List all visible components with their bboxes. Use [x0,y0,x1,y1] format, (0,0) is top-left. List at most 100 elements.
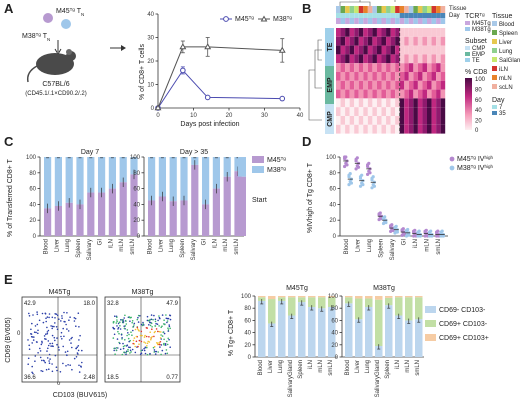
flow-event [145,327,148,329]
flow-event [78,371,81,373]
m45-cell-icon [43,13,53,23]
heat-cell [390,63,396,72]
heat-cell [336,124,341,134]
heat-cell [404,72,409,81]
heat-cell [367,89,373,99]
flow-event [51,327,53,330]
flow-event [133,337,136,339]
heat-cell [340,28,346,37]
heat-cell [395,89,400,99]
flow-event [77,312,80,315]
heat-cell [340,63,346,72]
heat-cell [417,89,423,99]
tissue-annot-cell [431,6,437,13]
panel-c-xtick-label: Liver [54,239,60,252]
flow-event [149,324,152,327]
heat-cell [417,107,423,116]
flow-event [44,313,47,315]
flow-event [54,322,56,324]
tcr-annot-cell [340,18,346,24]
panel-e-ytick-label: 40 [244,331,251,337]
heat-cell [386,72,391,81]
heat-cell [381,116,387,125]
day-annot-cell [413,13,418,18]
flow-event [117,322,120,325]
flow-event [161,335,164,337]
flow-event [127,332,129,334]
heat-cell [399,107,405,116]
heat-cell [345,36,350,46]
flow-event [41,340,43,343]
bar-m45 [202,204,210,236]
day-annot-cell [436,13,441,18]
day-annot-cell [354,13,359,18]
flow-event [165,349,168,351]
tissue-legend-label: Blood [499,22,514,28]
bar-m38 [108,157,116,189]
legend-c-m45: M45Tg [267,156,286,165]
panel-e-ytick-label: 60 [331,318,338,324]
legend-day-35: 35 [499,111,506,117]
flow-event [158,330,161,333]
flow-event [112,327,115,330]
heat-cell [404,36,409,46]
flow-event [129,320,131,323]
flow-event [126,329,129,331]
flow-event [148,336,150,338]
flow-event [137,316,139,319]
flow-event [51,345,54,347]
heat-cell [386,116,391,125]
tcr-annot-cell [399,18,405,24]
scatter-point-m38 [407,233,411,237]
bar-m45 [54,205,62,236]
heat-cell [395,80,400,90]
bar-cd69pos-cd103pos [375,296,383,300]
flow-event [168,325,171,328]
flow-event [129,352,131,354]
panel-a-ylabel: % of CD8+ T cells [139,44,146,100]
scatter-point-m38 [358,184,363,188]
scatter-point-m38 [381,216,386,220]
flow-y-zero: 0 [17,331,21,337]
tissue-annot-cell [440,6,446,13]
flow-event [167,317,170,320]
heat-cell [367,28,373,37]
heat-cell [372,80,377,90]
heat-cell [408,98,414,108]
flow-event [56,328,59,331]
flow-event [146,346,148,349]
panel-c-xtick-label: Blood [148,239,154,254]
heat-cell [390,124,396,134]
flow-event [158,341,160,344]
heat-cell [354,98,359,108]
tcr-annot-cell [440,18,446,24]
flow-q-ul: 42.9 [24,301,36,307]
panel-a-xtick-label: 20 [226,113,233,119]
flow-event [60,331,63,334]
flow-event [27,357,30,360]
tcr-annot-cell [436,18,441,24]
scatter-point-m45 [389,224,393,228]
scatter-point-m45 [366,163,370,167]
heat-cell [427,124,432,134]
tissue-legend-label: iLN [499,67,508,73]
flow-event [154,325,156,327]
flow-event [53,336,56,339]
bar-cd69pos-cd103pos [328,296,336,298]
heat-cell [436,72,441,81]
heat-cell [349,89,355,99]
flow-event [157,343,159,346]
flow-event [125,352,127,354]
mouse-strain: C57BL/6 [42,81,69,88]
heat-cell [408,72,414,81]
bar-cd69pos-cd103neg [318,297,326,309]
heat-cell [431,98,437,108]
flow-event [32,339,35,341]
flow-event [140,330,143,333]
tissue-legend-swatch [492,75,497,80]
flow-event [62,362,64,365]
flow-event [114,315,116,318]
tcr-annot-cell [345,18,350,24]
heat-cell [427,36,432,46]
panel-e-xtick-label: iLN [395,360,401,369]
